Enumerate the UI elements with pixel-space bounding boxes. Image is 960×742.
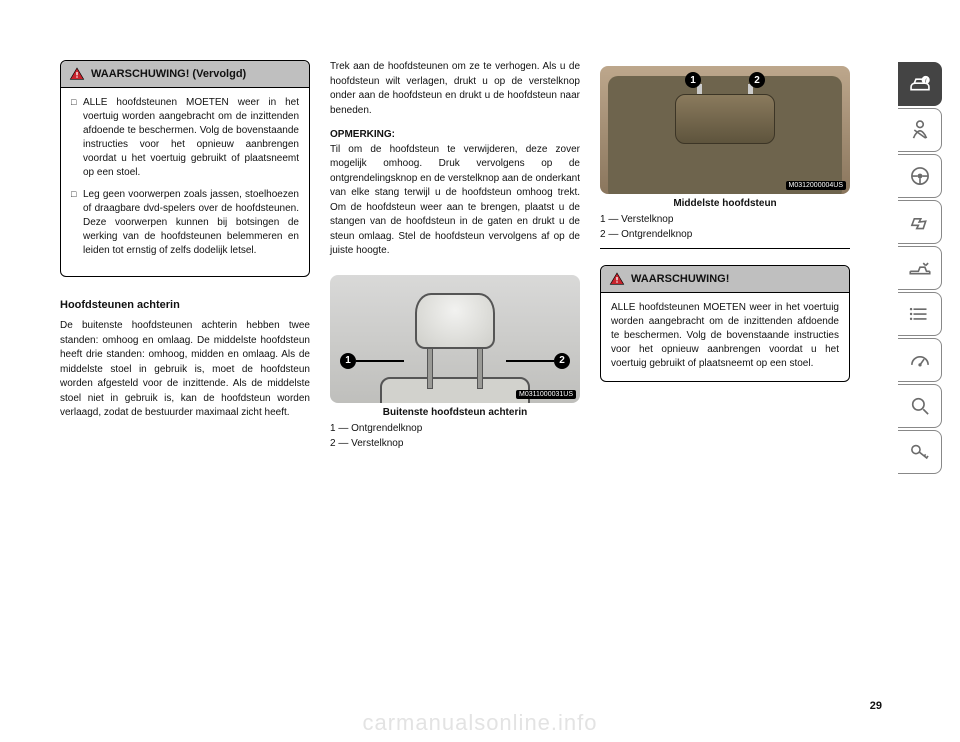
tab-key-icon[interactable] (898, 430, 942, 474)
column-2: Trek aan de hoofdsteunen om ze te verhog… (330, 60, 580, 692)
figure-legend-item: 2 — Ontgrendelknop (600, 227, 850, 242)
figure-image: 1 2 M0311000031US (330, 275, 580, 403)
section-tab-strip: i (898, 62, 942, 474)
figure-middle-headrest: 1 2 M0312000004US Middelste hoofdsteun 1… (600, 66, 850, 259)
warning-body: ALLE hoofdsteunen MOETEN weer in het voe… (601, 293, 849, 381)
callout-1: 1 (685, 72, 701, 88)
page-number: 29 (870, 700, 882, 712)
callout-2: 2 (749, 72, 765, 88)
figure-outer-headrest: 1 2 M0311000031US Buitenste hoofdsteun a… (330, 275, 580, 451)
warning-box-continued: WAARSCHUWING! (Vervolgd) ALLE hoofdsteun… (60, 60, 310, 277)
tab-collision-icon[interactable] (898, 246, 942, 290)
figure-legend: 1 — Verstelknop 2 — Ontgrendelknop (600, 212, 850, 242)
warning-item: ALLE hoofdsteunen MOETEN weer in het voe… (71, 96, 299, 180)
figure-image: 1 2 M0312000004US (600, 66, 850, 194)
warning-triangle-icon (609, 271, 625, 287)
warning-body: ALLE hoofdsteunen MOETEN weer in het voe… (61, 88, 309, 276)
note-block: OPMERKING: Til om de hoofdsteun te verwi… (330, 128, 580, 259)
figure-caption: Middelste hoofdsteun (600, 198, 850, 209)
body-paragraph: De buitenste hoofdsteunen achterin hebbe… (60, 319, 310, 421)
figure-part-number: M0311000031US (516, 390, 576, 399)
figure-part-number: M0312000004US (786, 181, 847, 190)
warning-header: WAARSCHUWING! (Vervolgd) (61, 61, 309, 88)
tab-hazard-icon[interactable] (898, 200, 942, 244)
warning-title: WAARSCHUWING! (Vervolgd) (91, 68, 246, 80)
tab-search-icon[interactable] (898, 384, 942, 428)
figure-legend: 1 — Ontgrendelknop 2 — Verstelknop (330, 421, 580, 451)
warning-item: Leg geen voorwerpen zoals jassen, stoelh… (71, 188, 299, 258)
watermark: carmanualsonline.info (0, 710, 960, 736)
callout-1: 1 (340, 353, 356, 369)
figure-legend-item: 2 — Verstelknop (330, 436, 580, 451)
warning-title: WAARSCHUWING! (631, 273, 729, 285)
note-body: Til om de hoofdsteun te verwijderen, dez… (330, 144, 580, 257)
tab-seatbelt-icon[interactable] (898, 108, 942, 152)
body-paragraph: Trek aan de hoofdsteunen om ze te verhog… (330, 60, 580, 118)
figure-caption: Buitenste hoofdsteun achterin (330, 407, 580, 418)
warning-box: WAARSCHUWING! ALLE hoofdsteunen MOETEN w… (600, 265, 850, 382)
page-content: WAARSCHUWING! (Vervolgd) ALLE hoofdsteun… (60, 60, 880, 692)
tab-steering-icon[interactable] (898, 154, 942, 198)
warning-header: WAARSCHUWING! (601, 266, 849, 293)
section-subheading: Hoofdsteunen achterin (60, 299, 310, 311)
callout-2: 2 (554, 353, 570, 369)
tab-list-icon[interactable] (898, 292, 942, 336)
warning-triangle-icon (69, 66, 85, 82)
column-3: 1 2 M0312000004US Middelste hoofdsteun 1… (600, 60, 850, 692)
tab-vehicle-info-icon[interactable]: i (898, 62, 942, 106)
figure-legend-item: 1 — Verstelknop (600, 212, 850, 227)
tab-gauge-icon[interactable] (898, 338, 942, 382)
figure-legend-item: 1 — Ontgrendelknop (330, 421, 580, 436)
note-label: OPMERKING: (330, 129, 395, 140)
column-1: WAARSCHUWING! (Vervolgd) ALLE hoofdsteun… (60, 60, 310, 692)
